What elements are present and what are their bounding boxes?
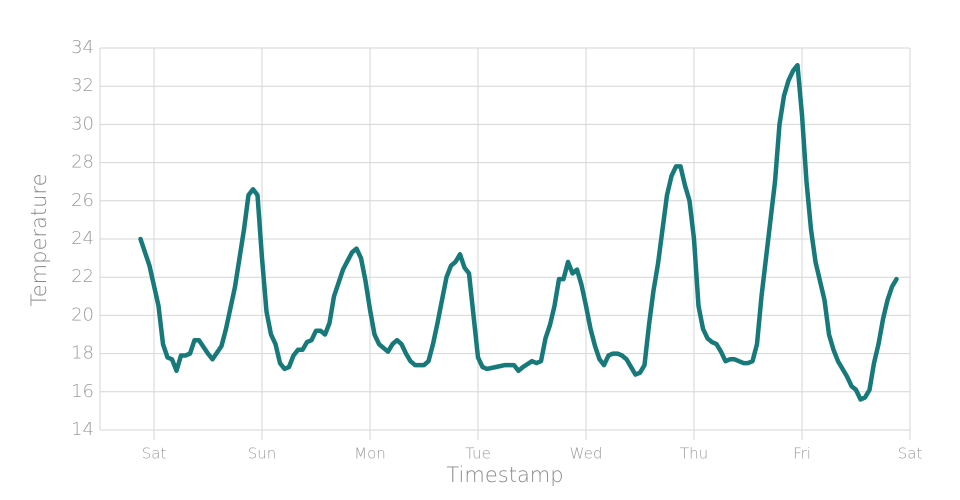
x-tick-label: Sat — [898, 445, 923, 463]
x-tick-label: Tue — [465, 445, 491, 463]
y-tick-label: 14 — [71, 419, 94, 440]
y-tick-label: 20 — [71, 304, 94, 325]
y-tick-label: 18 — [71, 343, 94, 364]
x-tick-label: Wed — [570, 445, 603, 463]
y-axis-title: Temperature — [27, 173, 51, 306]
x-tick-label: Sat — [142, 445, 167, 463]
x-tick-label: Sun — [248, 445, 277, 463]
data-line — [138, 62, 899, 402]
y-tick-label: 22 — [71, 266, 94, 287]
y-tick-label: 28 — [71, 152, 94, 173]
x-tick-label: Fri — [793, 445, 811, 463]
y-tick-label: 26 — [71, 190, 94, 211]
y-tick-label: 16 — [71, 381, 94, 402]
x-tick-label: Thu — [680, 445, 708, 463]
y-tick-label: 24 — [71, 228, 94, 249]
y-tick-label: 34 — [71, 37, 94, 58]
y-tick-label: 30 — [71, 113, 94, 134]
y-tick-label: 32 — [71, 75, 94, 96]
x-tick-label: Mon — [354, 445, 386, 463]
x-axis-title: Timestamp — [446, 463, 563, 487]
